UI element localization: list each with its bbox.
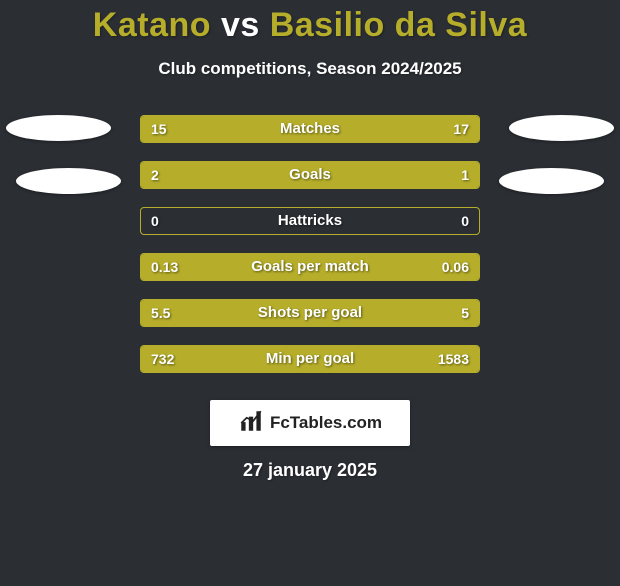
title-player-left: Katano [93, 6, 211, 44]
stat-label: Goals per match [141, 254, 479, 280]
player-left-photo-placeholder-2 [16, 168, 121, 194]
title-player-right: Basilio da Silva [270, 6, 527, 44]
stat-row: 5.55Shots per goal [140, 299, 480, 327]
stat-label: Shots per goal [141, 300, 479, 326]
logo-text: FcTables.com [270, 413, 382, 433]
stat-row: 0.130.06Goals per match [140, 253, 480, 281]
stat-row: 1517Matches [140, 115, 480, 143]
player-right-photo-placeholder [509, 115, 614, 141]
stat-label: Min per goal [141, 346, 479, 372]
stat-row: 00Hattricks [140, 207, 480, 235]
snapshot-date: 27 january 2025 [0, 460, 620, 481]
stat-row: 21Goals [140, 161, 480, 189]
player-right-photo-placeholder-2 [499, 168, 604, 194]
stat-label: Hattricks [141, 208, 479, 234]
source-logo: FcTables.com [210, 400, 410, 446]
stat-label: Matches [141, 116, 479, 142]
page-title: Katano vs Basilio da Silva [0, 6, 620, 45]
stat-label: Goals [141, 162, 479, 188]
subtitle: Club competitions, Season 2024/2025 [0, 59, 620, 79]
stat-rows: 1517Matches 21Goals 00Hattricks 0.130.06Goa… [140, 115, 480, 391]
player-left-photo-placeholder [6, 115, 111, 141]
stat-row: 7321583Min per goal [140, 345, 480, 373]
chart-icon [238, 408, 264, 439]
title-vs: vs [221, 6, 260, 44]
